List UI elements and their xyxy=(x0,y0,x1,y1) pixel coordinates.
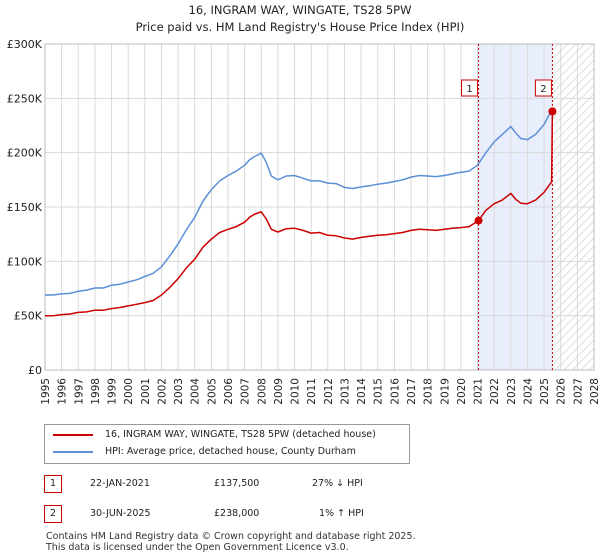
sale-label-text: 2 xyxy=(540,84,546,95)
x-tick-label: 2020 xyxy=(456,378,468,405)
chart-title: 16, INGRAM WAY, WINGATE, TS28 5PW xyxy=(189,3,412,17)
y-tick-label: £50K xyxy=(14,310,43,323)
sale-point xyxy=(474,216,483,225)
x-tick-label: 1998 xyxy=(90,378,102,405)
x-tick-label: 2005 xyxy=(206,378,218,405)
x-tick-label: 2028 xyxy=(589,378,600,405)
sale-price: £137,500 xyxy=(214,478,260,489)
x-tick-label: 2014 xyxy=(356,378,368,405)
x-tick-label: 2019 xyxy=(439,378,451,405)
x-tick-label: 2012 xyxy=(323,378,335,405)
footer-licence: This data is licensed under the Open Gov… xyxy=(46,542,349,553)
legend-item-hpi: HPI: Average price, detached house, Coun… xyxy=(53,444,356,460)
x-tick-label: 2027 xyxy=(572,378,584,405)
y-tick-label: £100K xyxy=(7,255,43,268)
x-tick-label: 2006 xyxy=(223,378,235,405)
x-tick-label: 2017 xyxy=(406,378,418,405)
x-tick-label: 2008 xyxy=(256,378,268,405)
footer: Contains HM Land Registry data © Crown c… xyxy=(46,531,416,553)
legend: 16, INGRAM WAY, WINGATE, TS28 5PW (detac… xyxy=(44,424,410,464)
legend-swatch-hpi xyxy=(53,450,93,453)
x-tick-label: 1997 xyxy=(73,378,85,405)
legend-item-property: 16, INGRAM WAY, WINGATE, TS28 5PW (detac… xyxy=(53,427,376,443)
sale-label-box xyxy=(461,79,479,97)
x-tick-label: 1995 xyxy=(40,378,52,405)
sale-label-text: 1 xyxy=(466,84,472,95)
sale-number-badge: 2 xyxy=(44,505,62,523)
x-tick-label: 2003 xyxy=(173,378,185,405)
x-tick-label: 2023 xyxy=(506,378,518,405)
x-tick-label: 2024 xyxy=(522,378,534,405)
y-tick-label: £300K xyxy=(7,38,43,51)
plot-border xyxy=(44,43,595,371)
x-tick-label: 2007 xyxy=(240,378,252,405)
x-tick-label: 1996 xyxy=(57,378,69,405)
x-tick-label: 2018 xyxy=(423,378,435,405)
x-tick-label: 2021 xyxy=(473,378,485,405)
price-chart: 16, INGRAM WAY, WINGATE, TS28 5PW Price … xyxy=(7,3,600,405)
x-tick-label: 2000 xyxy=(123,378,135,405)
x-tick-label: 2016 xyxy=(389,378,401,405)
sale-hpi-diff: 27% ↓ HPI xyxy=(312,478,363,489)
y-tick-label: £250K xyxy=(7,92,43,105)
x-tick-label: 2015 xyxy=(373,378,385,405)
sale-hpi-diff: 1% ↑ HPI xyxy=(319,508,364,519)
x-tick-label: 2013 xyxy=(339,378,351,405)
x-tick-label: 1999 xyxy=(107,378,119,405)
y-tick-label: £150K xyxy=(7,201,43,214)
x-tick-label: 2010 xyxy=(290,378,302,405)
x-tick-label: 2025 xyxy=(539,378,551,405)
sale-label-box xyxy=(534,79,552,97)
chart-subtitle: Price paid vs. HM Land Registry's House … xyxy=(136,20,465,34)
x-tick-label: 2009 xyxy=(273,378,285,405)
x-tick-label: 2026 xyxy=(556,378,568,405)
x-tick-label: 2001 xyxy=(140,378,152,405)
sale-number-badge: 1 xyxy=(44,475,62,493)
series-line-property xyxy=(45,111,554,317)
y-tick-label: £0 xyxy=(28,364,42,377)
sale-date: 22-JAN-2021 xyxy=(90,478,150,489)
x-tick-label: 2002 xyxy=(156,378,168,405)
series-line-hpi xyxy=(45,110,553,296)
x-tick-label: 2011 xyxy=(306,378,318,405)
x-tick-label: 2022 xyxy=(489,378,501,405)
x-tick-label: 2004 xyxy=(190,378,202,405)
sale-price: £238,000 xyxy=(214,508,260,519)
legend-label-property: 16, INGRAM WAY, WINGATE, TS28 5PW (detac… xyxy=(105,429,376,440)
legend-swatch-property xyxy=(53,433,93,436)
legend-label-hpi: HPI: Average price, detached house, Coun… xyxy=(105,446,356,457)
y-tick-label: £200K xyxy=(7,147,43,160)
footer-copyright: Contains HM Land Registry data © Crown c… xyxy=(46,531,416,542)
sale-point xyxy=(548,107,557,116)
sale-date: 30-JUN-2025 xyxy=(90,508,151,519)
